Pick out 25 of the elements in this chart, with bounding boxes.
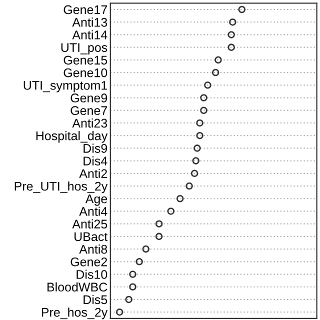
- y-tick-label: Pre_UTI_hos_2y: [14, 181, 108, 194]
- y-tick-label: Anti13: [72, 18, 108, 27]
- y-tick-label: Gene17: [64, 5, 107, 14]
- y-tick-label: Anti14: [72, 30, 108, 40]
- y-tick-label: Gene15: [64, 56, 108, 65]
- y-tick-label: Dis10: [76, 270, 108, 279]
- y-tick-label: Anti8: [79, 244, 108, 254]
- y-tick-label: Pre_hos_2y: [42, 308, 108, 320]
- y-tick-label: UTI_pos: [61, 43, 108, 54]
- y-tick-label: Dis4: [84, 156, 108, 166]
- y-tick-label: Anti2: [79, 168, 107, 178]
- y-tick-label: UBact: [74, 232, 108, 242]
- y-tick-label: Anti23: [72, 118, 108, 128]
- y-tick-label: Dis5: [84, 294, 108, 304]
- y-tick-label: Anti25: [72, 219, 108, 228]
- y-tick-label: BloodWBC: [48, 282, 108, 292]
- y-tick-label: Gene2: [70, 257, 107, 266]
- y-tick-label: Gene9: [70, 94, 108, 102]
- y-tick-label: Gene7: [70, 106, 107, 116]
- y-tick-label: Gene10: [64, 68, 108, 78]
- y-tick-label: Age: [85, 194, 108, 206]
- y-tick-label: Hospital_day: [36, 131, 108, 143]
- y-tick-label: Anti4: [79, 206, 108, 216]
- y-tick-label: Dis9: [84, 144, 108, 153]
- y-tick-label: UTI_symptom1: [24, 81, 108, 92]
